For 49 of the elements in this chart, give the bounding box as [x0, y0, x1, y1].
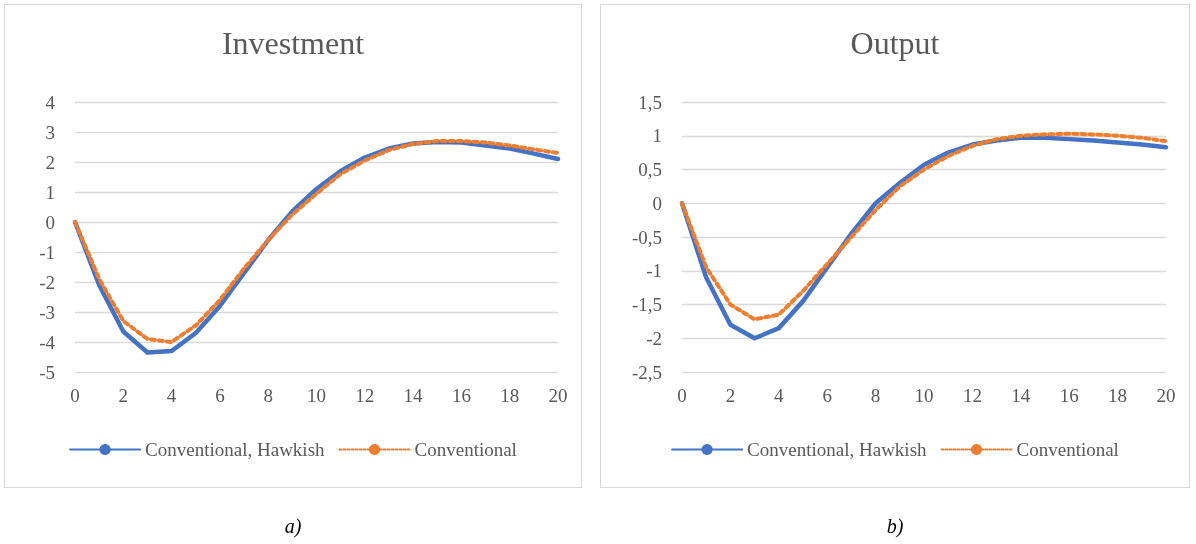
chart-title: Investment	[221, 25, 365, 61]
x-tick-label: 6	[215, 385, 225, 406]
legend-label: Conventional, Hawkish	[145, 439, 326, 460]
x-tick-label: 14	[403, 385, 424, 406]
y-tick-label: 4	[45, 91, 56, 113]
legend-label: Conventional, Hawkish	[747, 439, 928, 460]
y-tick-label: 0,5	[638, 159, 662, 180]
x-tick-label: 8	[263, 385, 273, 406]
x-tick-label: 4	[166, 385, 177, 406]
y-tick-label: -1	[646, 260, 662, 282]
y-tick-label: 0	[45, 211, 55, 233]
x-tick-label: 14	[1011, 385, 1031, 406]
x-tick-label: 18	[500, 385, 520, 406]
x-tick-label: 8	[870, 385, 881, 406]
x-tick-label: 12	[355, 385, 375, 406]
x-tick-label: 18	[1108, 385, 1128, 406]
x-tick-label: 10	[914, 385, 934, 406]
y-tick-label: -4	[39, 331, 56, 353]
x-tick-label: 2	[725, 385, 736, 406]
x-tick-label: 16	[1059, 385, 1079, 406]
x-tick-label: 6	[822, 385, 832, 406]
y-tick-label: 0	[652, 192, 662, 214]
y-tick-label: -1	[39, 241, 55, 263]
text: b)	[886, 515, 904, 538]
y-tick-label: -2	[39, 271, 55, 293]
y-tick-label: 1,5	[638, 91, 662, 113]
y-tick-label: -2	[646, 327, 662, 349]
y-tick-label: 1	[45, 181, 55, 203]
text: a)	[284, 515, 302, 538]
x-tick-label: 0	[677, 385, 687, 406]
chart-title: Output	[850, 25, 940, 61]
y-tick-label: -1,5	[631, 294, 662, 315]
x-tick-label: 4	[774, 385, 785, 406]
y-tick-label: 2	[45, 151, 55, 173]
x-tick-label: 16	[451, 385, 471, 406]
y-tick-label: 1	[652, 125, 662, 147]
y-tick-label: -2,5	[631, 361, 662, 383]
x-tick-label: 12	[962, 385, 982, 406]
y-tick-label: -5	[39, 361, 55, 383]
legend-label: Conventional	[414, 439, 517, 460]
x-tick-label: 2	[118, 385, 129, 406]
x-tick-label: 0	[70, 385, 80, 406]
y-tick-label: -3	[39, 301, 55, 323]
x-tick-label: 20	[1156, 385, 1176, 406]
x-tick-label: 20	[548, 385, 568, 406]
y-tick-label: -0,5	[631, 226, 662, 248]
y-tick-label: 3	[45, 121, 55, 143]
x-tick-label: 10	[307, 385, 326, 406]
legend-label: Conventional	[1016, 439, 1119, 460]
